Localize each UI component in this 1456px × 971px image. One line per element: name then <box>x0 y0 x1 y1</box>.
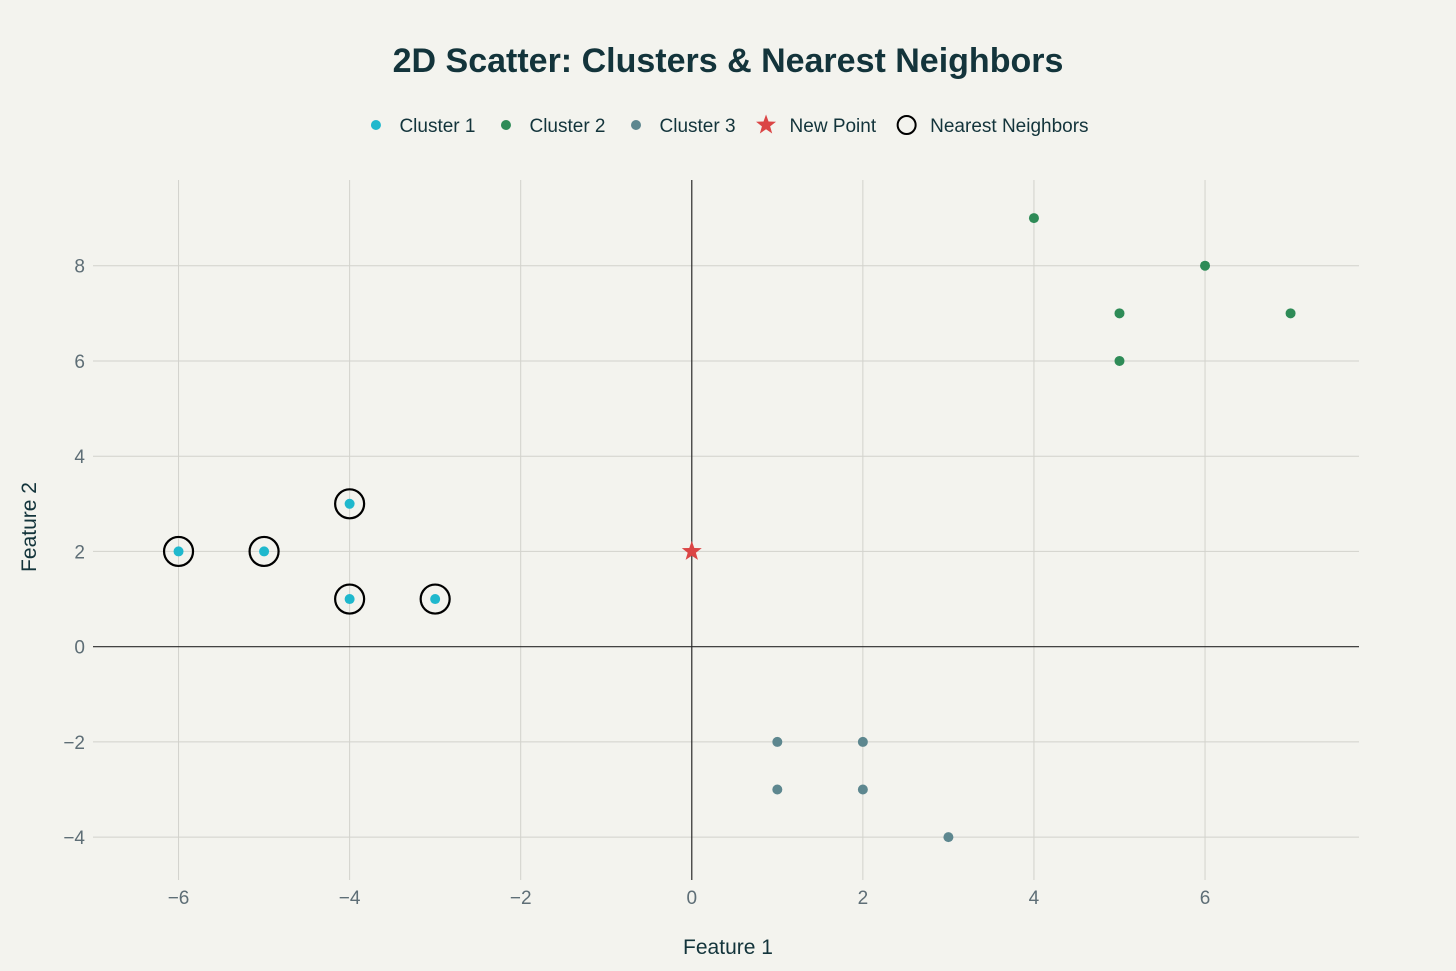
cluster-1-point <box>430 594 441 605</box>
legend-item-cluster-3[interactable]: Cluster 3 <box>631 116 736 137</box>
y-tick-label: 6 <box>74 352 85 373</box>
cluster-2-point <box>1285 308 1296 319</box>
grid-lines <box>93 180 1359 880</box>
y-tick-label: 4 <box>74 447 85 468</box>
legend-item-nearest-neighbors[interactable]: Nearest Neighbors <box>896 115 1089 137</box>
series-nearest-neighbors <box>162 488 451 615</box>
x-tick-label: 4 <box>1029 888 1040 909</box>
cluster-3-point <box>772 736 783 747</box>
y-tick-label: −4 <box>63 828 85 849</box>
cluster-1-point <box>259 546 270 557</box>
series-cluster-2 <box>1028 213 1296 366</box>
series-new-point <box>681 540 702 560</box>
nearest-neighbors-ring <box>334 488 366 520</box>
data-markers <box>162 213 1296 843</box>
legend-label: Cluster 1 <box>399 116 475 137</box>
cluster-3-point <box>857 784 868 795</box>
legend-item-new-point[interactable]: New Point <box>756 114 877 138</box>
cluster-3-point <box>857 736 868 747</box>
y-tick-label: 8 <box>74 257 85 278</box>
x-tick-label: −2 <box>510 888 532 909</box>
cluster-1-point <box>344 594 355 605</box>
legend-marker-circle-icon <box>370 120 381 130</box>
legend-label: Cluster 2 <box>529 116 605 137</box>
new-point-star <box>681 540 702 560</box>
tick-labels: −6 −4 −2 0 2 4 6 −4 −2 0 2 4 6 8 <box>63 257 1210 909</box>
legend-item-cluster-2[interactable]: Cluster 2 <box>500 116 606 137</box>
legend-marker-ring-icon <box>896 115 917 135</box>
x-axis-title: Feature 1 <box>683 936 773 959</box>
legend-marker-star-icon <box>756 114 777 134</box>
zero-lines <box>93 180 1359 880</box>
cluster-2-point <box>1200 260 1211 271</box>
legend-marker-circle-icon <box>631 120 641 130</box>
y-tick-label: 0 <box>74 638 85 659</box>
cluster-1-point <box>173 546 184 557</box>
nearest-neighbors-ring <box>334 583 366 615</box>
x-tick-label: −6 <box>168 888 190 909</box>
y-axis-title: Feature 2 <box>18 482 41 572</box>
y-tick-label: −2 <box>63 733 85 754</box>
legend-marker-circle-icon <box>500 120 511 130</box>
nearest-neighbors-ring <box>248 535 280 568</box>
chart-title: 2D Scatter: Clusters & Nearest Neighbors <box>393 42 1064 80</box>
cluster-3-point <box>772 784 783 795</box>
legend-label: New Point <box>790 116 877 137</box>
cluster-2-point <box>1114 355 1125 366</box>
cluster-1-point <box>344 498 355 509</box>
y-tick-label: 2 <box>74 542 85 563</box>
chart-legend[interactable]: Cluster 1 Cluster 2 Cluster 3 New Point Near… <box>370 114 1089 138</box>
nearest-neighbors-ring <box>162 535 195 568</box>
x-tick-label: 6 <box>1200 888 1211 909</box>
series-cluster-3 <box>772 736 954 843</box>
x-tick-label: 2 <box>858 888 869 909</box>
cluster-2-point <box>1114 308 1125 319</box>
legend-label: Nearest Neighbors <box>930 116 1088 137</box>
x-tick-label: −4 <box>339 888 361 909</box>
legend-item-cluster-1[interactable]: Cluster 1 <box>370 116 476 137</box>
series-cluster-1 <box>173 498 441 605</box>
nearest-neighbors-ring <box>419 583 451 615</box>
cluster-2-point <box>1028 213 1039 224</box>
x-tick-label: 0 <box>686 888 697 909</box>
cluster-3-point <box>943 832 954 843</box>
legend-label: Cluster 3 <box>660 116 736 137</box>
